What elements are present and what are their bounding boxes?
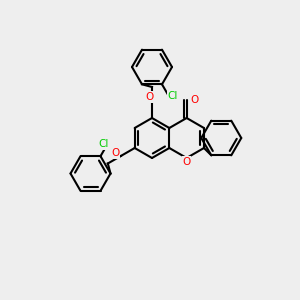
Text: Cl: Cl [168,92,178,101]
Text: O: O [182,157,191,167]
Text: O: O [190,95,199,105]
Text: O: O [112,148,120,158]
Text: O: O [145,92,153,102]
Text: Cl: Cl [98,139,109,149]
